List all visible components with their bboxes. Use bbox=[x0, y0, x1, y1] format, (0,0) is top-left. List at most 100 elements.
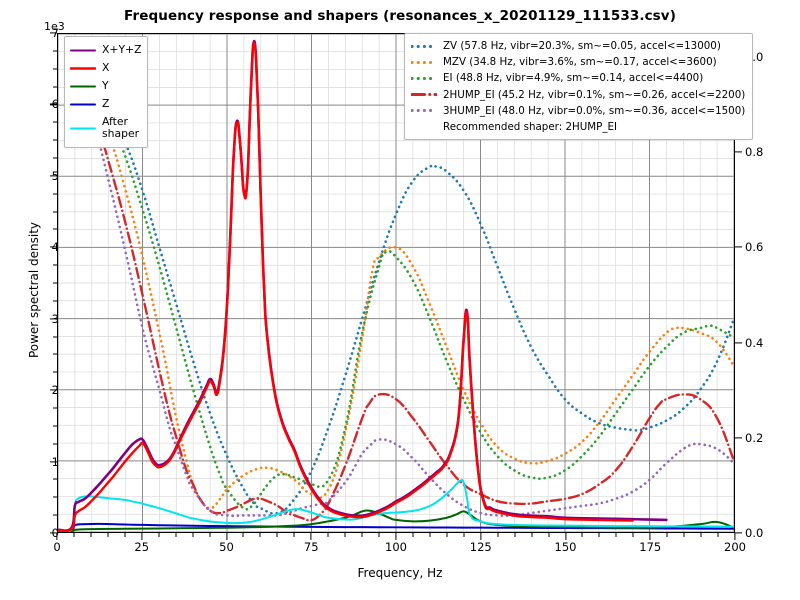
x-minor-tick bbox=[548, 533, 550, 537]
x-tick-mark bbox=[141, 533, 143, 540]
legend-line-sample bbox=[411, 109, 437, 113]
y-minor-tick bbox=[53, 425, 57, 427]
x-minor-tick bbox=[90, 533, 92, 537]
secondary-y-tick-mark bbox=[735, 532, 742, 534]
legend-item-3hump-ei[interactable]: 3HUMP_EI (48.0 Hz, vibr=0.0%, sm~=0.36, … bbox=[411, 103, 745, 119]
x-minor-tick bbox=[531, 533, 533, 537]
y-tick-mark bbox=[50, 460, 57, 463]
x-tick-label: 0 bbox=[53, 540, 61, 554]
y-minor-tick bbox=[53, 228, 57, 230]
x-minor-tick bbox=[378, 533, 380, 537]
x-minor-tick bbox=[107, 533, 109, 537]
x-minor-tick bbox=[514, 533, 516, 537]
secondary-y-tick-label: 0.6 bbox=[745, 240, 764, 255]
y-minor-tick bbox=[53, 353, 57, 355]
x-minor-tick bbox=[276, 533, 278, 537]
x-tick-mark bbox=[310, 533, 312, 540]
x-minor-tick bbox=[327, 533, 329, 537]
x-tick-mark bbox=[395, 533, 397, 540]
x-minor-tick bbox=[158, 533, 160, 537]
x-tick-label: 75 bbox=[303, 540, 319, 554]
x-tick-mark bbox=[225, 533, 228, 540]
legend-line-sample bbox=[70, 127, 96, 129]
y-minor-tick bbox=[53, 264, 57, 266]
y-tick-mark bbox=[50, 246, 57, 248]
legend-item-label: EI (48.8 Hz, vibr=4.9%, sm~=0.14, accel<… bbox=[443, 72, 704, 85]
legend-line-sample bbox=[411, 93, 437, 97]
shaper-curve-ei bbox=[73, 56, 734, 511]
shaper-curve-mzv bbox=[73, 56, 734, 510]
secondary-y-tick-label: 0.2 bbox=[745, 430, 764, 445]
y-tick-mark bbox=[50, 532, 57, 534]
legend-item-label: Y bbox=[102, 78, 109, 92]
x-tick-mark bbox=[564, 533, 567, 540]
x-tick-label: 125 bbox=[469, 540, 492, 554]
x-tick-label: 200 bbox=[724, 540, 746, 554]
x-minor-tick bbox=[497, 533, 499, 537]
legend-item-mzv[interactable]: MZV (34.8 Hz, vibr=3.6%, sm~=0.17, accel… bbox=[411, 54, 745, 70]
data-curves bbox=[58, 39, 734, 532]
legend-item-label: MZV (34.8 Hz, vibr=3.6%, sm~=0.17, accel… bbox=[443, 56, 717, 69]
legend-item-2hump-ei[interactable]: 2HUMP_EI (45.2 Hz, vibr=0.1%, sm~=0.26, … bbox=[411, 87, 745, 103]
legend-item-ei[interactable]: EI (48.8 Hz, vibr=4.9%, sm~=0.14, accel<… bbox=[411, 70, 745, 86]
legend-shapers: ZV (57.8 Hz, vibr=20.3%, sm~=0.05, accel… bbox=[404, 33, 754, 141]
y-minor-tick bbox=[53, 336, 57, 338]
x-axis-label: Frequency, Hz bbox=[357, 566, 443, 580]
legend-item-label: X+Y+Z bbox=[102, 42, 142, 56]
chart-title: Frequency response and shapers (resonanc… bbox=[124, 8, 676, 24]
y-tick-mark bbox=[50, 103, 57, 106]
legend-line-sample bbox=[70, 103, 96, 105]
secondary-y-tick-label: 0.8 bbox=[745, 145, 764, 160]
x-tick-label: 50 bbox=[219, 540, 234, 554]
legend-item-y[interactable]: Y bbox=[70, 77, 141, 95]
legend-axes: X+Y+Z X Y Z After shaper bbox=[64, 36, 149, 148]
psd-curve-after-shaper bbox=[58, 478, 734, 532]
x-minor-tick bbox=[259, 533, 261, 537]
secondary-y-tick-mark bbox=[735, 246, 742, 248]
x-tick-label: 150 bbox=[554, 540, 577, 554]
y-minor-tick bbox=[53, 68, 57, 70]
legend-item-label: After shaper bbox=[102, 115, 140, 140]
x-minor-tick bbox=[446, 533, 448, 537]
x-minor-tick bbox=[700, 533, 702, 537]
psd-curve-x bbox=[58, 41, 634, 532]
x-tick-mark bbox=[734, 533, 736, 540]
x-minor-tick bbox=[344, 533, 346, 537]
shaper-curve-zv bbox=[73, 56, 734, 515]
x-minor-tick bbox=[192, 533, 194, 537]
y-minor-tick bbox=[53, 300, 57, 302]
legend-item-x[interactable]: X bbox=[70, 59, 141, 77]
x-minor-tick bbox=[73, 533, 75, 537]
recommended-shaper-note: Recommended shaper: 2HUMP_EI bbox=[443, 121, 618, 134]
y-minor-tick bbox=[53, 407, 57, 409]
legend-item-zv[interactable]: ZV (57.8 Hz, vibr=20.3%, sm~=0.05, accel… bbox=[411, 38, 745, 54]
x-tick-mark bbox=[56, 533, 58, 540]
legend-item-label: X bbox=[102, 60, 110, 74]
x-tick-label: 175 bbox=[639, 540, 662, 554]
x-minor-tick bbox=[615, 533, 617, 537]
y-minor-tick bbox=[53, 282, 57, 284]
legend-item-after-shaper[interactable]: After shaper bbox=[70, 113, 141, 143]
secondary-y-tick-label: 0.4 bbox=[745, 335, 764, 350]
x-minor-tick bbox=[463, 533, 465, 537]
y-minor-tick bbox=[53, 514, 57, 516]
y-minor-tick bbox=[53, 443, 57, 445]
x-minor-tick bbox=[581, 533, 583, 537]
y-tick-mark bbox=[50, 175, 57, 177]
y-minor-tick bbox=[53, 121, 57, 123]
x-minor-tick bbox=[293, 533, 295, 537]
y-axis-label: Power spectral density bbox=[27, 221, 41, 359]
x-tick-label: 25 bbox=[134, 540, 150, 554]
x-tick-mark bbox=[480, 533, 482, 540]
x-minor-tick bbox=[632, 533, 634, 537]
x-minor-tick bbox=[666, 533, 668, 537]
secondary-y-tick-mark bbox=[735, 341, 742, 344]
legend-item-z[interactable]: Z bbox=[70, 95, 141, 113]
secondary-y-tick-label: 0.0 bbox=[745, 526, 764, 540]
legend-item-x-y-z[interactable]: X+Y+Z bbox=[70, 41, 141, 59]
legend-item-label: ZV (57.8 Hz, vibr=20.3%, sm~=0.05, accel… bbox=[443, 39, 721, 52]
secondary-y-tick-mark bbox=[735, 437, 742, 439]
x-minor-tick bbox=[361, 533, 363, 537]
x-minor-tick bbox=[598, 533, 600, 537]
